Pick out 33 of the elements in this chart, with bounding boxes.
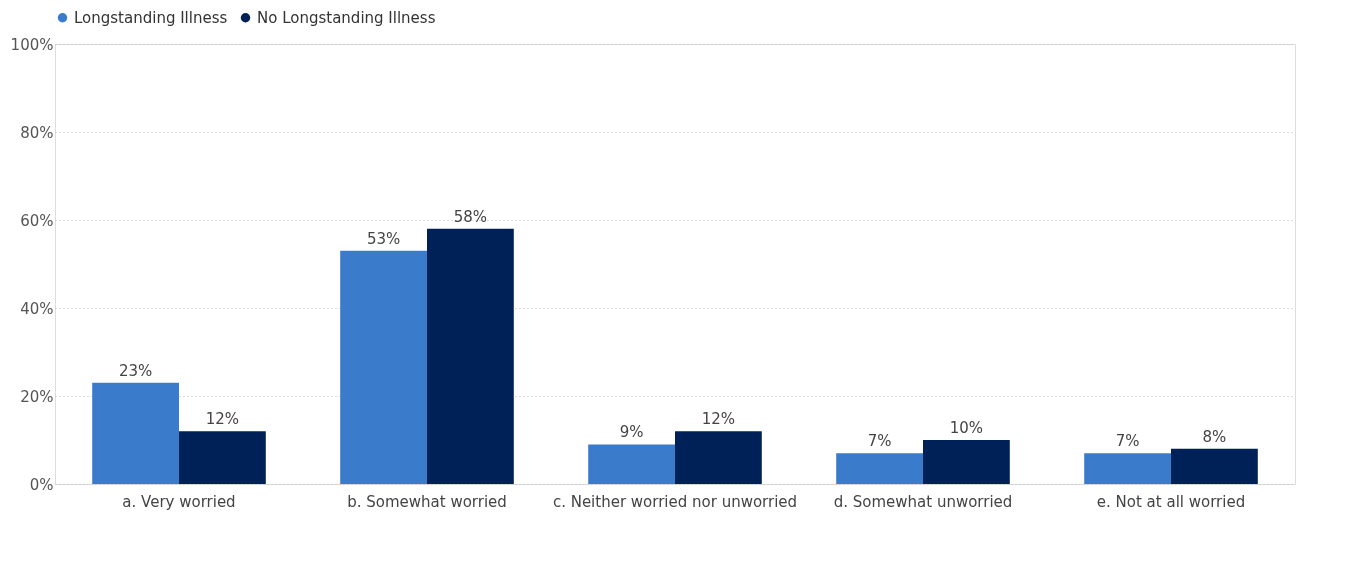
data-label: 7% [1115, 432, 1140, 451]
bar [179, 431, 266, 484]
data-label: 12% [701, 410, 736, 429]
y-tick-label: 40% [20, 299, 54, 318]
bar [1084, 453, 1171, 484]
legend-label: Longstanding Illness [74, 8, 228, 27]
data-label: 12% [205, 410, 240, 429]
data-label: 10% [949, 419, 984, 437]
data-label: 8% [1202, 427, 1227, 446]
x-tick-label: b. Somewhat worried [347, 492, 507, 511]
x-tick-label: e. Not at all worried [1096, 492, 1246, 511]
x-tick-label: d. Somewhat unworried [833, 492, 1013, 511]
bar [1171, 448, 1258, 484]
y-tick-label: 60% [20, 211, 54, 230]
y-tick-label: 20% [20, 387, 54, 406]
y-tick-label: 80% [20, 123, 54, 142]
data-label: 9% [619, 423, 644, 442]
bar [836, 453, 923, 484]
data-label: 58% [453, 207, 488, 226]
data-label: 53% [366, 229, 401, 248]
y-tick-label: 0% [29, 475, 54, 494]
bar [427, 228, 514, 484]
bar [923, 440, 1010, 484]
y-tick-label: 100% [10, 35, 54, 54]
bar [588, 444, 675, 484]
bar [340, 250, 427, 484]
data-label: 7% [867, 432, 892, 451]
legend-label: No Longstanding Illness [257, 8, 436, 27]
bar [675, 431, 762, 484]
bar [92, 382, 179, 484]
x-tick-label: c. Neither worried nor unworried [552, 492, 798, 511]
x-tick-label: a. Very worried [122, 492, 236, 511]
data-label: 23% [118, 361, 153, 380]
